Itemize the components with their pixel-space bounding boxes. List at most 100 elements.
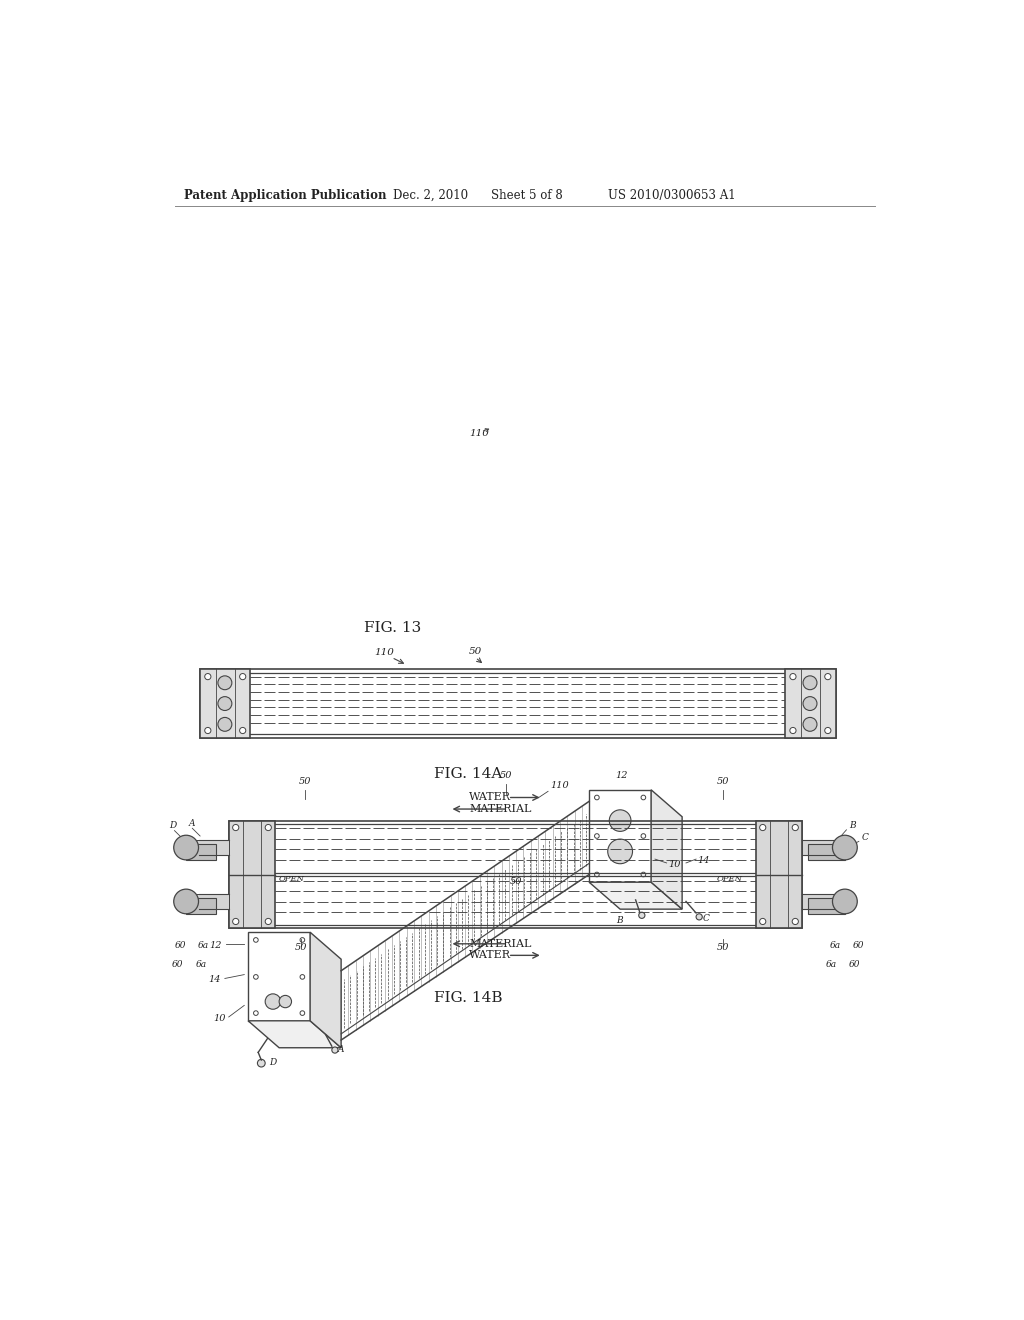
Bar [802, 894, 845, 909]
Text: 14: 14 [697, 855, 710, 865]
Bar [785, 669, 836, 738]
Text: 50: 50 [299, 776, 311, 785]
Circle shape [639, 912, 645, 919]
Circle shape [793, 919, 799, 924]
Bar [809, 845, 845, 859]
Polygon shape [310, 932, 341, 1048]
Text: 110: 110 [550, 781, 569, 791]
Circle shape [833, 836, 857, 859]
Text: 50: 50 [295, 942, 307, 952]
Circle shape [205, 673, 211, 680]
Text: 6a: 6a [829, 941, 841, 949]
Text: C: C [702, 913, 710, 923]
Text: US 2010/0300653 A1: US 2010/0300653 A1 [608, 189, 736, 202]
Text: B: B [849, 821, 855, 830]
Circle shape [833, 890, 857, 913]
Text: 50: 50 [717, 776, 729, 785]
Circle shape [300, 937, 305, 942]
Text: 6a: 6a [196, 960, 207, 969]
Text: 14: 14 [208, 975, 220, 985]
Circle shape [218, 676, 231, 689]
Bar [186, 845, 216, 859]
Circle shape [174, 890, 199, 913]
Polygon shape [589, 789, 651, 882]
Circle shape [803, 718, 817, 731]
Circle shape [824, 727, 830, 734]
Bar [200, 669, 251, 738]
Circle shape [232, 919, 239, 924]
Bar [193, 894, 228, 909]
Circle shape [696, 913, 702, 920]
Text: A: A [338, 1044, 344, 1053]
Circle shape [641, 873, 646, 876]
Text: 10: 10 [669, 859, 681, 869]
Text: 12: 12 [615, 771, 628, 780]
Circle shape [595, 873, 599, 876]
Circle shape [641, 834, 646, 838]
Text: C: C [862, 833, 868, 842]
Text: 6a: 6a [198, 941, 209, 949]
Text: 110: 110 [375, 648, 394, 657]
Circle shape [803, 676, 817, 689]
Circle shape [218, 718, 231, 731]
Text: 60: 60 [174, 941, 186, 949]
Text: 50: 50 [509, 876, 522, 886]
Circle shape [824, 673, 830, 680]
Text: Sheet 5 of 8: Sheet 5 of 8 [490, 189, 562, 202]
Text: 60: 60 [849, 960, 860, 969]
Text: MATERIAL: MATERIAL [469, 939, 531, 949]
Circle shape [790, 673, 796, 680]
Circle shape [240, 673, 246, 680]
Circle shape [332, 1047, 338, 1053]
Circle shape [265, 919, 271, 924]
Text: Patent Application Publication: Patent Application Publication [183, 189, 386, 202]
Circle shape [254, 974, 258, 979]
Circle shape [595, 795, 599, 800]
Circle shape [760, 825, 766, 830]
Text: 60: 60 [853, 941, 864, 949]
Bar [200, 669, 836, 738]
Circle shape [218, 697, 231, 710]
Polygon shape [248, 1020, 341, 1048]
Circle shape [300, 1011, 305, 1015]
Circle shape [174, 836, 199, 859]
Bar [228, 821, 275, 928]
Circle shape [254, 1011, 258, 1015]
Circle shape [265, 994, 281, 1010]
Text: 110: 110 [469, 429, 488, 438]
Bar [756, 821, 802, 928]
Circle shape [790, 727, 796, 734]
Circle shape [793, 825, 799, 830]
Text: A: A [188, 818, 195, 828]
Circle shape [205, 727, 211, 734]
Text: FIG. 13: FIG. 13 [365, 622, 422, 635]
Circle shape [641, 795, 646, 800]
Text: 12: 12 [209, 941, 222, 949]
Circle shape [300, 974, 305, 979]
Text: WATER: WATER [469, 950, 511, 961]
Bar [193, 840, 228, 855]
Circle shape [265, 825, 271, 830]
Text: MATERIAL: MATERIAL [469, 804, 531, 814]
Circle shape [803, 697, 817, 710]
Circle shape [609, 810, 631, 832]
Text: 50: 50 [469, 647, 482, 656]
Bar [186, 899, 216, 913]
Text: FIG. 14B: FIG. 14B [434, 991, 503, 1005]
Polygon shape [589, 882, 682, 909]
Text: B: B [616, 916, 623, 925]
Text: 50: 50 [500, 771, 512, 780]
Text: WATER: WATER [469, 792, 511, 803]
Circle shape [607, 840, 633, 863]
Text: 10: 10 [213, 1014, 225, 1023]
Text: 6a: 6a [825, 960, 837, 969]
Bar [802, 840, 845, 855]
Circle shape [280, 995, 292, 1007]
Text: 60: 60 [172, 960, 183, 969]
Circle shape [257, 1059, 265, 1067]
Circle shape [760, 919, 766, 924]
Bar [809, 899, 845, 913]
Text: Dec. 2, 2010: Dec. 2, 2010 [393, 189, 468, 202]
Circle shape [254, 937, 258, 942]
Circle shape [232, 825, 239, 830]
